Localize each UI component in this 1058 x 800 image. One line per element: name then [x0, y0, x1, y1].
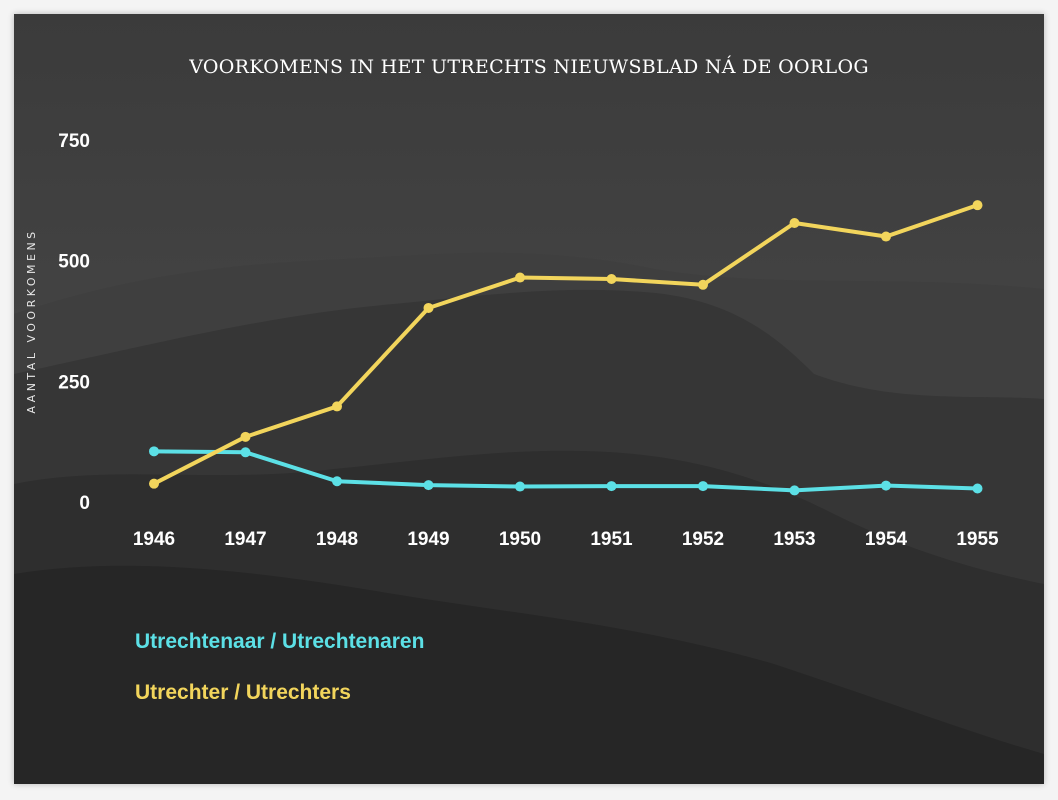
chart-frame: VOORKOMENS IN HET UTRECHTS NIEUWSBLAD NÁ…	[14, 14, 1044, 784]
y-tick-label: 250	[58, 372, 90, 393]
data-point-1	[149, 478, 159, 489]
series-group	[149, 200, 983, 496]
y-tick-label: 500	[58, 252, 90, 273]
data-point-1	[515, 272, 525, 283]
data-point-0	[515, 481, 525, 492]
data-point-0	[240, 447, 251, 458]
data-point-1	[972, 200, 983, 211]
data-point-0	[698, 481, 708, 492]
data-point-0	[606, 481, 617, 492]
data-point-0	[789, 485, 800, 496]
data-point-1	[332, 401, 342, 412]
data-point-0	[972, 483, 983, 494]
x-tick-label: 1955	[956, 529, 999, 550]
data-point-1	[240, 431, 251, 442]
x-tick-label: 1948	[316, 529, 358, 550]
data-point-0	[149, 446, 159, 457]
series-line-0	[152, 449, 980, 493]
x-tick-label: 1950	[499, 529, 541, 550]
x-tick-label: 1952	[682, 529, 724, 550]
y-axis-ticks: 0 250 500 750	[58, 131, 90, 514]
data-point-1	[423, 302, 434, 313]
x-tick-label: 1954	[865, 529, 908, 550]
x-tick-label: 1946	[133, 529, 175, 550]
data-point-1	[881, 231, 891, 242]
x-tick-label: 1949	[407, 529, 449, 550]
data-point-1	[698, 279, 708, 290]
data-point-0	[332, 476, 342, 487]
legend-item-utrechtenaar: Utrechtenaar / Utrechtenaren	[135, 630, 425, 653]
y-tick-label: 0	[79, 493, 90, 514]
legend-item-utrechter: Utrechter / Utrechters	[135, 681, 351, 704]
x-axis-ticks: 1946 1947 1948 1949 1950 1951 1952 1953 1954 1955	[133, 529, 999, 550]
data-point-1	[789, 218, 800, 229]
chart-title: VOORKOMENS IN HET UTRECHTS NIEUWSBLAD NÁ…	[189, 56, 869, 78]
series-line-1	[152, 203, 980, 486]
data-point-1	[606, 274, 617, 285]
data-point-0	[423, 480, 434, 491]
mountain-background	[14, 14, 1044, 784]
x-tick-label: 1953	[773, 529, 815, 550]
y-tick-label: 750	[58, 131, 90, 152]
x-tick-label: 1947	[224, 529, 266, 550]
data-point-0	[881, 480, 891, 491]
x-tick-label: 1951	[590, 529, 633, 550]
